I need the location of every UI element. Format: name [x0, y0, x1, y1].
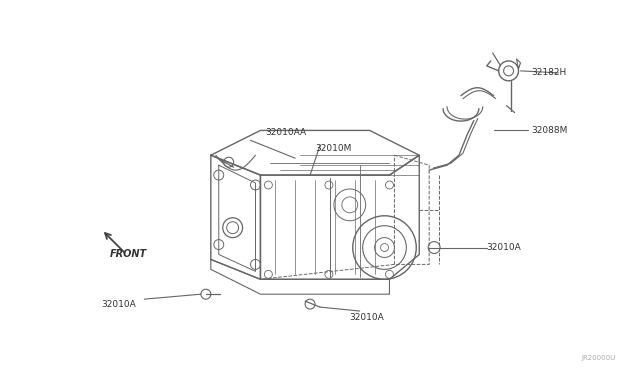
- Text: FRONT: FRONT: [109, 250, 147, 259]
- Text: 32010AA: 32010AA: [266, 128, 307, 137]
- Text: 32182H: 32182H: [531, 68, 566, 77]
- Text: 32088M: 32088M: [531, 126, 568, 135]
- Text: 32010A: 32010A: [350, 312, 385, 321]
- Text: 32010M: 32010M: [315, 144, 351, 153]
- Text: 32010A: 32010A: [487, 243, 522, 252]
- Text: JR20000U: JR20000U: [582, 355, 616, 361]
- Text: 32010A: 32010A: [102, 299, 136, 309]
